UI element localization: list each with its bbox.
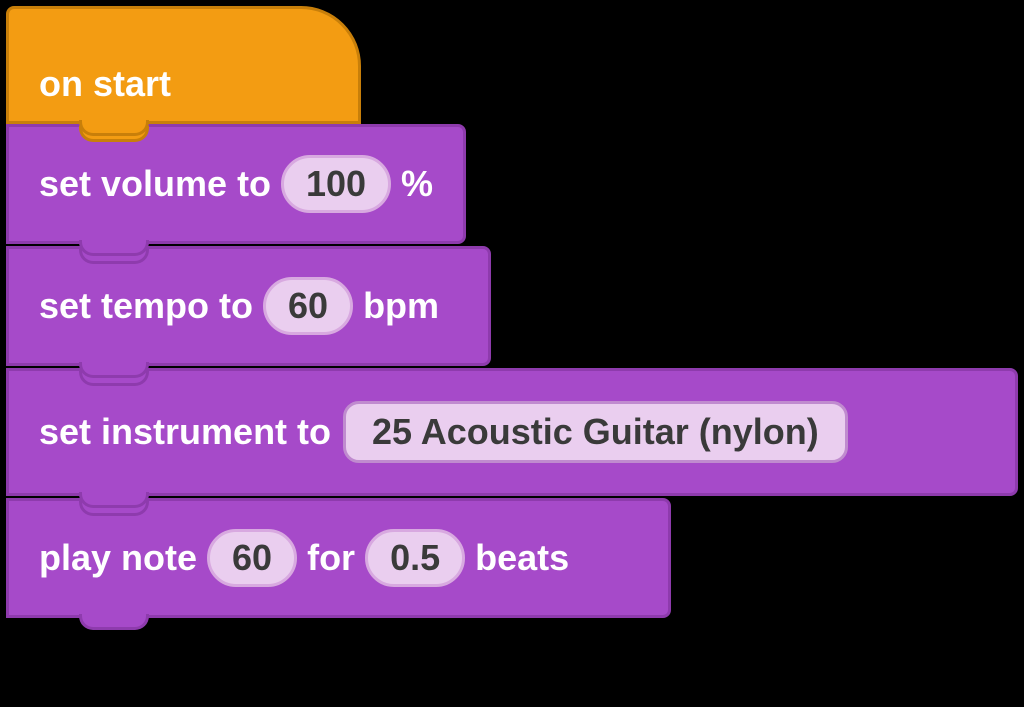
block-stage: on start set volume to100%set tempo to60… bbox=[0, 0, 1024, 707]
hat-connector-nub bbox=[79, 120, 149, 136]
connector-nub-bottom bbox=[79, 614, 149, 630]
play-note-value-input[interactable]: 60 bbox=[207, 529, 297, 587]
connector-nub-bottom bbox=[79, 362, 149, 378]
set-tempo-label: set tempo to bbox=[39, 285, 253, 327]
set-tempo-block[interactable]: set tempo to60bpm bbox=[6, 246, 491, 366]
play-note-label: play note bbox=[39, 537, 197, 579]
play-note-value-input[interactable]: 0.5 bbox=[365, 529, 465, 587]
set-instrument-dropdown[interactable]: 25 Acoustic Guitar (nylon) bbox=[343, 401, 848, 463]
play-note-label: beats bbox=[475, 537, 569, 579]
play-note-label: for bbox=[307, 537, 355, 579]
set-volume-block[interactable]: set volume to100% bbox=[6, 124, 466, 244]
set-tempo-label: bpm bbox=[363, 285, 439, 327]
set-volume-value-input[interactable]: 100 bbox=[281, 155, 391, 213]
set-instrument-label: set instrument to bbox=[39, 411, 331, 453]
set-volume-label: % bbox=[401, 163, 433, 205]
hat-corner-mask bbox=[299, 0, 359, 10]
set-tempo-value-input[interactable]: 60 bbox=[263, 277, 353, 335]
on-start-hat-block[interactable]: on start bbox=[6, 6, 361, 124]
hat-label: on start bbox=[39, 63, 171, 105]
play-note-block[interactable]: play note60for0.5beats bbox=[6, 498, 671, 618]
connector-nub-bottom bbox=[79, 492, 149, 508]
set-instrument-block[interactable]: set instrument to 25 Acoustic Guitar (nyl… bbox=[6, 368, 1018, 496]
connector-nub-bottom bbox=[79, 240, 149, 256]
set-volume-label: set volume to bbox=[39, 163, 271, 205]
